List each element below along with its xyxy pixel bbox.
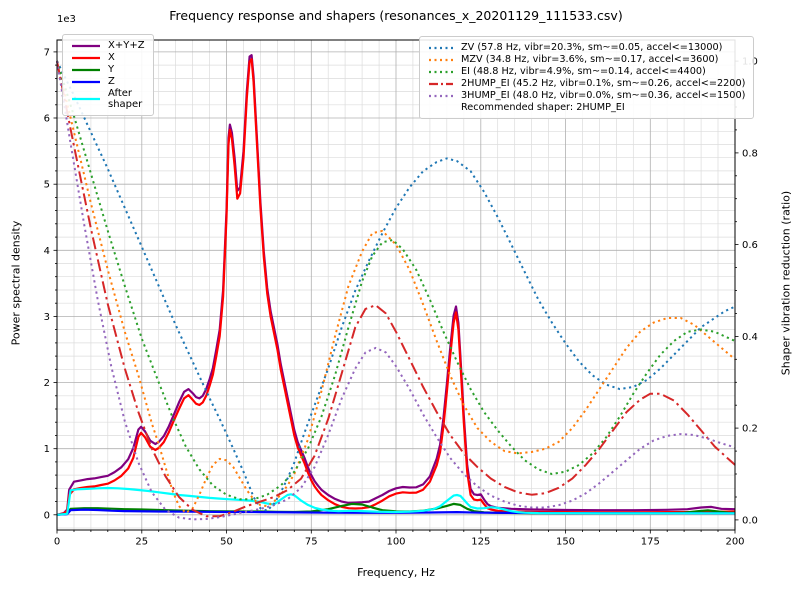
y-left-tick-label: 7: [44, 47, 50, 58]
series-lines: [56, 54, 736, 521]
x-tick-label: 125: [471, 537, 490, 548]
y-right-tick-label: 0.4: [742, 332, 758, 343]
legend-item-3hump-ei: 3HUMP_EI (48.0 Hz, vibr=0.0%, sm~=0.36, …: [428, 90, 745, 101]
legend-item-y: Y: [71, 64, 145, 75]
legend-item-label: X+Y+Z: [108, 40, 145, 51]
y-axis-offset-label: 1e3: [57, 14, 76, 25]
legend-item-label: 2HUMP_EI (45.2 Hz, vibr=0.1%, sm~=0.26, …: [461, 78, 746, 89]
legend-line-sample: [429, 58, 453, 61]
legend-item-recommended-shaper: Recommended shaper: 2HUMP_EI: [428, 102, 745, 113]
legend-item-x-y-z: X+Y+Z: [71, 40, 145, 51]
y-left-tick-label: 2: [44, 378, 50, 389]
axis-ticks: [53, 51, 739, 534]
y-left-tick-label: 5: [44, 180, 50, 191]
legend-item-label: 3HUMP_EI (48.0 Hz, vibr=0.0%, sm~=0.36, …: [461, 90, 746, 101]
x-tick-label: 100: [386, 537, 405, 548]
legend-item-mzv: MZV (34.8 Hz, vibr=3.6%, sm~=0.17, accel…: [428, 54, 745, 65]
legend-item-after-shaper: After shaper: [71, 88, 145, 110]
y-axis-label-left: Power spectral density: [9, 220, 23, 346]
y-axis-label-right: Shaper vibration reduction (ratio): [779, 190, 793, 376]
y-left-tick-label: 6: [44, 114, 50, 125]
y-left-tick-label: 3: [44, 312, 50, 323]
legend-item-label: ZV (57.8 Hz, vibr=20.3%, sm~=0.05, accel…: [461, 42, 723, 53]
legend-line-sample: [72, 80, 100, 83]
y-left-tick-label: 1: [44, 444, 50, 455]
legend-item-label: Recommended shaper: 2HUMP_EI: [461, 102, 625, 113]
legend-line-sample: [72, 68, 100, 71]
x-tick-label: 150: [556, 537, 575, 548]
tick-labels: 0 25 50 75 100 125 150 175 200 0 1 2 3 4 5 6 7 0.0 0.2 0.4 0…: [44, 47, 758, 547]
legend-line-sample: [429, 46, 453, 49]
gridlines-major: [57, 40, 735, 530]
x-tick-label: 200: [725, 537, 744, 548]
y-right-tick-label: 0.2: [742, 424, 758, 435]
legend-item-label: Y: [108, 64, 115, 75]
legend-line-sample: [429, 82, 453, 85]
series-x-line: [56, 58, 736, 516]
legend-item-ei: EI (48.8 Hz, vibr=4.9%, sm~=0.14, accel<…: [428, 66, 745, 77]
legend-item-z: Z: [71, 76, 145, 87]
legend-item-label: After shaper: [108, 88, 143, 110]
legend-item-zv: ZV (57.8 Hz, vibr=20.3%, sm~=0.05, accel…: [428, 42, 745, 53]
x-tick-label: 50: [220, 537, 233, 548]
x-tick-label: 25: [135, 537, 148, 548]
x-tick-label: 75: [305, 537, 318, 548]
legend-psd: X+Y+Z X Y Z After shaper: [62, 34, 154, 116]
series-z-line: [56, 508, 736, 516]
legend-item-label: EI (48.8 Hz, vibr=4.9%, sm~=0.14, accel<…: [461, 66, 706, 77]
x-tick-label: 175: [641, 537, 660, 548]
page-title: Frequency response and shapers (resonanc…: [169, 8, 623, 23]
series-2hump-ei-line: [56, 60, 736, 518]
legend-line-sample: [72, 44, 100, 47]
legend-item-2hump-ei: 2HUMP_EI (45.2 Hz, vibr=0.1%, sm~=0.26, …: [428, 78, 745, 89]
y-left-tick-label: 0: [44, 510, 50, 521]
y-left-tick-label: 4: [44, 246, 50, 257]
legend-item-label: MZV (34.8 Hz, vibr=3.6%, sm~=0.17, accel…: [461, 54, 719, 65]
series-after-shaper-line: [56, 486, 735, 516]
legend-line-sample: [428, 104, 454, 112]
series-mzv-line: [56, 60, 736, 514]
y-right-tick-label: 0.6: [742, 240, 758, 251]
y-right-tick-label: 0.0: [742, 515, 758, 526]
legend-line-sample: [429, 70, 453, 73]
legend-line-sample: [429, 94, 453, 97]
legend-line-sample: [72, 56, 100, 59]
legend-item-x: X: [71, 52, 145, 63]
y-right-tick-label: 0.8: [742, 148, 758, 159]
legend-line-sample: [72, 97, 100, 101]
x-axis-label: Frequency, Hz: [357, 566, 435, 579]
legend-item-label: X: [108, 52, 115, 63]
legend-shapers: ZV (57.8 Hz, vibr=20.3%, sm~=0.05, accel…: [419, 36, 755, 119]
x-tick-label: 0: [54, 537, 60, 548]
legend-item-label: Z: [108, 76, 115, 87]
